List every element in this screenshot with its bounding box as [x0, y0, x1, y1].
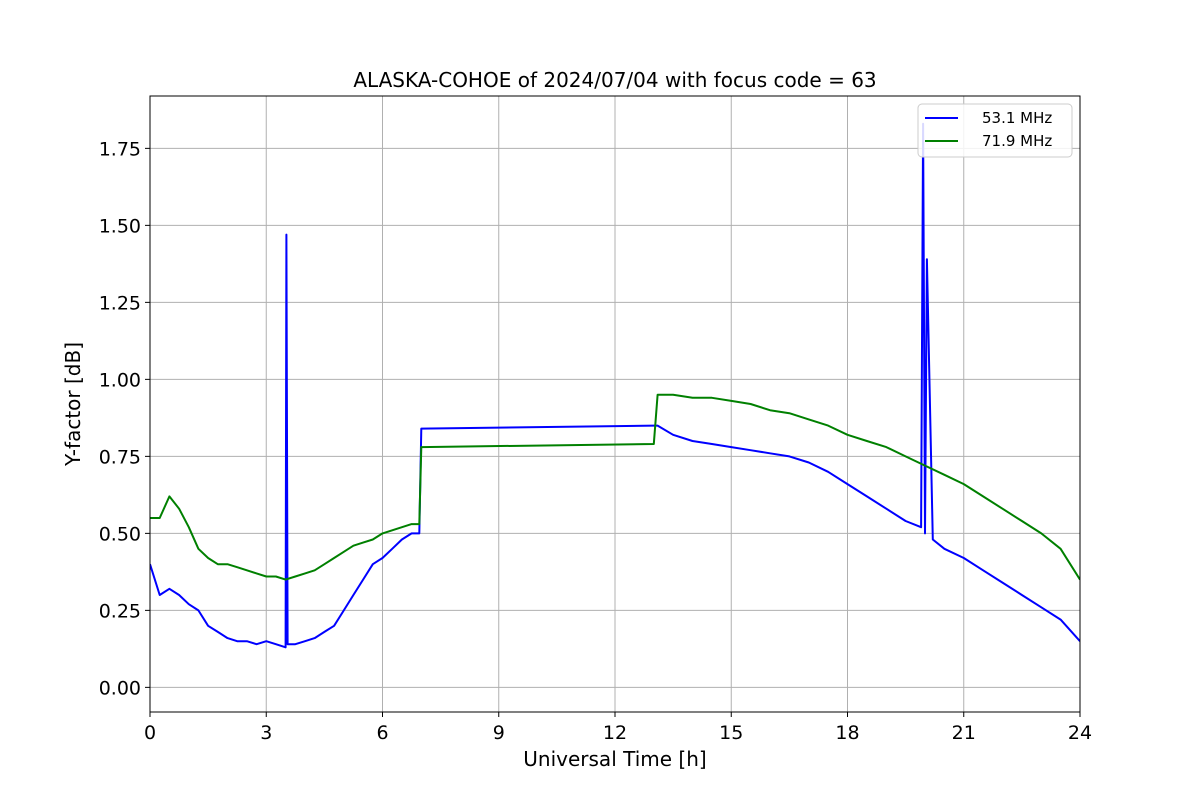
y-tick-label: 0.75 [99, 446, 141, 468]
y-tick-label: 0.00 [99, 677, 141, 699]
y-tick-label: 0.25 [99, 600, 141, 622]
x-tick-label: 9 [493, 722, 505, 744]
legend: 53.1 MHz 71.9 MHz [917, 103, 1073, 158]
x-axis-label: Universal Time [h] [523, 747, 706, 771]
x-tick-label: 12 [603, 722, 627, 744]
y-axis-label: Y-factor [dB] [61, 342, 85, 467]
series-layer [150, 122, 1080, 649]
x-tick-label: 15 [719, 722, 743, 744]
ticks: 0 3 6 9 12 15 18 21 24 0.00 0.25 0.50 0.75 1.00 1.25 1.… [99, 138, 1092, 744]
y-tick-label: 1.25 [99, 292, 141, 314]
y-tick-label: 1.50 [99, 215, 141, 237]
x-tick-label: 6 [376, 722, 388, 744]
series-line-53-1-mhz [150, 122, 1080, 649]
y-tick-label: 0.50 [99, 523, 141, 545]
y-tick-label: 1.75 [99, 138, 141, 160]
legend-label-71-9-mhz: 71.9 MHz [982, 132, 1052, 150]
chart-title: ALASKA-COHOE of 2024/07/04 with focus co… [353, 68, 876, 92]
series-line-71-9-mhz [150, 393, 1080, 581]
x-tick-label: 3 [260, 722, 272, 744]
x-tick-label: 18 [835, 722, 859, 744]
x-tick-label: 21 [952, 722, 976, 744]
x-tick-label: 24 [1068, 722, 1092, 744]
legend-label-53-1-mhz: 53.1 MHz [982, 109, 1052, 127]
y-tick-label: 1.00 [99, 369, 141, 391]
x-tick-label: 0 [144, 722, 156, 744]
